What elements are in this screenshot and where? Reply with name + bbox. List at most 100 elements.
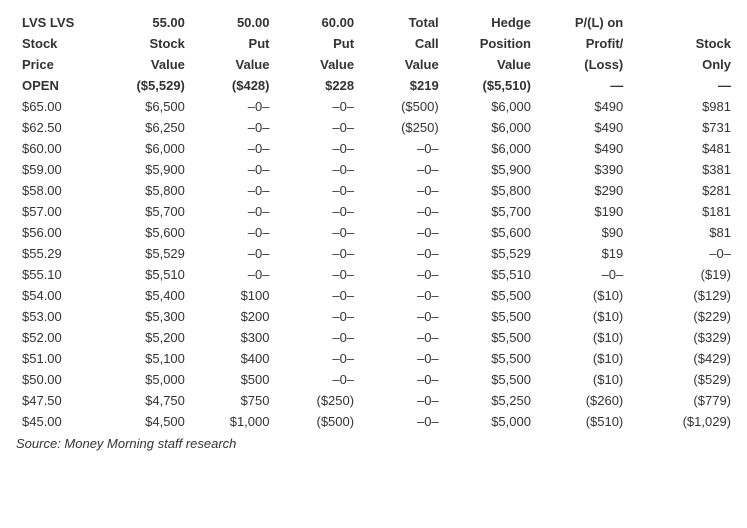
table-cell: $500: [189, 369, 274, 390]
open-cell: ($428): [189, 75, 274, 96]
table-cell: –0–: [273, 96, 358, 117]
table-cell: $5,700: [443, 201, 535, 222]
table-cell: ($1,029): [627, 411, 735, 432]
table-cell: $55.29: [12, 243, 97, 264]
table-cell: $52.00: [12, 327, 97, 348]
table-cell: –0–: [273, 264, 358, 285]
table-cell: –0–: [358, 264, 443, 285]
table-cell: –0–: [273, 180, 358, 201]
table-cell: ($329): [627, 327, 735, 348]
table-cell: ($10): [535, 327, 627, 348]
table-cell: ($129): [627, 285, 735, 306]
table-cell: $6,000: [443, 117, 535, 138]
table-cell: $5,500: [443, 327, 535, 348]
table-cell: $5,400: [97, 285, 189, 306]
table-row: $62.50$6,250–0––0–($250)$6,000$490$731: [12, 117, 735, 138]
table-cell: ($429): [627, 348, 735, 369]
table-row: $60.00$6,000–0––0––0–$6,000$490$481: [12, 138, 735, 159]
table-cell: –0–: [358, 390, 443, 411]
table-cell: $5,700: [97, 201, 189, 222]
table-cell: $190: [535, 201, 627, 222]
table-cell: ($10): [535, 369, 627, 390]
header-cell: [627, 12, 735, 33]
table-cell: $90: [535, 222, 627, 243]
header-cell: Value: [273, 54, 358, 75]
header-cell: Position: [443, 33, 535, 54]
table-cell: $5,600: [443, 222, 535, 243]
table-cell: ($10): [535, 285, 627, 306]
table-cell: $490: [535, 117, 627, 138]
table-cell: –0–: [273, 222, 358, 243]
open-cell: —: [535, 75, 627, 96]
table-cell: $390: [535, 159, 627, 180]
table-cell: –0–: [358, 201, 443, 222]
open-cell: $219: [358, 75, 443, 96]
table-cell: ($250): [358, 117, 443, 138]
table-cell: $5,250: [443, 390, 535, 411]
table-cell: –0–: [189, 138, 274, 159]
table-cell: $59.00: [12, 159, 97, 180]
table-cell: $6,250: [97, 117, 189, 138]
open-cell: $228: [273, 75, 358, 96]
table-cell: –0–: [358, 285, 443, 306]
table-cell: $181: [627, 201, 735, 222]
table-cell: –0–: [358, 348, 443, 369]
table-cell: –0–: [189, 96, 274, 117]
header-cell: P/(L) on: [535, 12, 627, 33]
table-cell: $6,000: [443, 96, 535, 117]
open-cell: —: [627, 75, 735, 96]
table-row: $54.00$5,400$100–0––0–$5,500($10)($129): [12, 285, 735, 306]
table-cell: –0–: [273, 348, 358, 369]
table-cell: $5,300: [97, 306, 189, 327]
table-cell: $5,500: [443, 369, 535, 390]
header-cell: 55.00: [97, 12, 189, 33]
table-cell: –0–: [189, 117, 274, 138]
table-row: $59.00$5,900–0––0––0–$5,900$390$381: [12, 159, 735, 180]
table-cell: –0–: [273, 369, 358, 390]
table-cell: $400: [189, 348, 274, 369]
table-cell: –0–: [358, 159, 443, 180]
table-cell: $5,200: [97, 327, 189, 348]
header-cell: Only: [627, 54, 735, 75]
header-cell: Hedge: [443, 12, 535, 33]
header-cell: Value: [97, 54, 189, 75]
header-cell: Price: [12, 54, 97, 75]
table-cell: $65.00: [12, 96, 97, 117]
table-cell: $5,529: [97, 243, 189, 264]
header-cell: 60.00: [273, 12, 358, 33]
table-row: $45.00$4,500$1,000($500)–0–$5,000($510)(…: [12, 411, 735, 432]
header-cell: 50.00: [189, 12, 274, 33]
header-cell: Put: [189, 33, 274, 54]
table-cell: $47.50: [12, 390, 97, 411]
table-cell: $19: [535, 243, 627, 264]
table-cell: $481: [627, 138, 735, 159]
table-cell: –0–: [358, 306, 443, 327]
table-cell: $731: [627, 117, 735, 138]
table-cell: –0–: [358, 327, 443, 348]
hedge-table: LVS LVS 55.00 50.00 60.00 Total Hedge P/…: [12, 12, 735, 432]
table-row: $56.00$5,600–0––0––0–$5,600$90$81: [12, 222, 735, 243]
table-cell: –0–: [358, 243, 443, 264]
table-cell: ($500): [273, 411, 358, 432]
table-cell: –0–: [273, 138, 358, 159]
table-cell: ($229): [627, 306, 735, 327]
table-cell: $490: [535, 138, 627, 159]
table-cell: $5,900: [443, 159, 535, 180]
header-row-1: LVS LVS 55.00 50.00 60.00 Total Hedge P/…: [12, 12, 735, 33]
header-cell: Value: [443, 54, 535, 75]
table-cell: $200: [189, 306, 274, 327]
table-cell: –0–: [273, 306, 358, 327]
header-row-2: Stock Stock Put Put Call Position Profit…: [12, 33, 735, 54]
table-cell: ($260): [535, 390, 627, 411]
table-cell: –0–: [189, 222, 274, 243]
table-row: $53.00$5,300$200–0––0–$5,500($10)($229): [12, 306, 735, 327]
table-cell: $290: [535, 180, 627, 201]
open-cell: ($5,510): [443, 75, 535, 96]
table-row: $52.00$5,200$300–0––0–$5,500($10)($329): [12, 327, 735, 348]
table-cell: $5,800: [97, 180, 189, 201]
table-cell: $5,000: [97, 369, 189, 390]
table-cell: –0–: [273, 117, 358, 138]
table-cell: $62.50: [12, 117, 97, 138]
table-cell: –0–: [189, 180, 274, 201]
table-cell: $55.10: [12, 264, 97, 285]
